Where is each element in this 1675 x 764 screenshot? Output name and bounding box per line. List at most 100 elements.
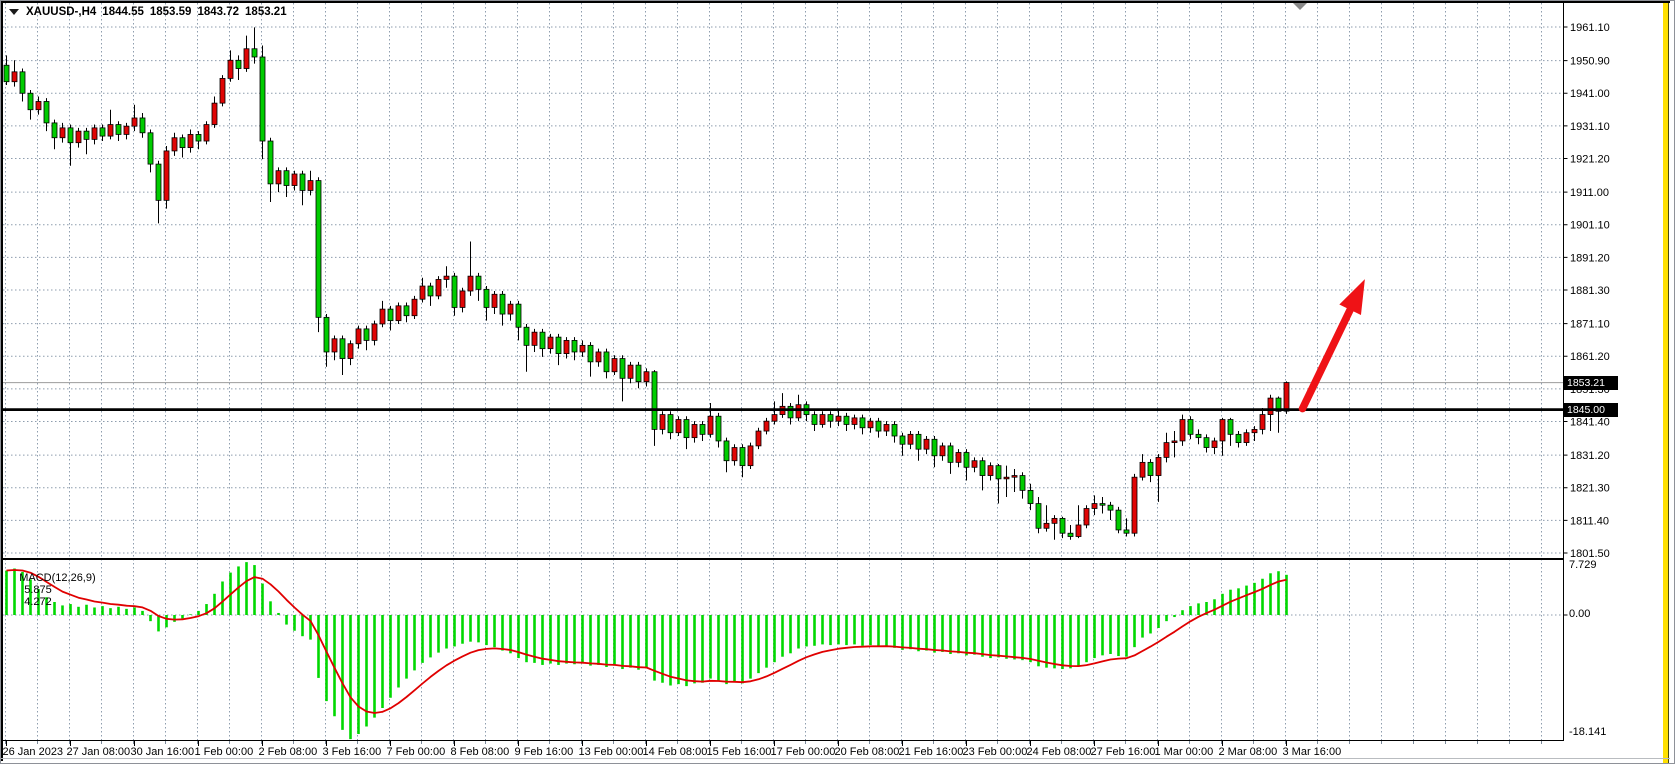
candle-body xyxy=(147,132,154,165)
time-tick-label: 21 Feb 16:00 xyxy=(899,746,964,758)
trend-arrow-annotation[interactable] xyxy=(1298,279,1365,413)
candle-body xyxy=(483,288,490,308)
chart-shift-marker-icon[interactable] xyxy=(1293,3,1307,10)
price-axis[interactable]: 1961.10 1950.90 1941.00 1931.10 1921.20 1911.… xyxy=(1563,22,1610,616)
candle-body xyxy=(139,117,146,134)
candle-body xyxy=(107,124,114,137)
candle-body xyxy=(923,438,930,450)
candle-body xyxy=(1227,419,1234,435)
candles-layer xyxy=(3,27,1290,540)
candle-body xyxy=(659,414,666,430)
candle-body xyxy=(1067,532,1074,537)
candle-body xyxy=(11,71,18,83)
candle-body xyxy=(1075,524,1082,537)
price-tick-label: 1950.90 xyxy=(1570,56,1610,68)
candle-body xyxy=(627,364,634,379)
macd-main-value: 5.875 xyxy=(24,584,52,596)
candle-body xyxy=(1251,429,1258,434)
price-tick-label: 1891.20 xyxy=(1570,252,1610,264)
candle-body xyxy=(35,101,42,111)
candle-body xyxy=(579,344,586,353)
candle-body xyxy=(267,140,274,185)
candle-body xyxy=(539,331,546,350)
candle-body xyxy=(283,170,290,186)
price-tick-label: 1811.40 xyxy=(1570,515,1609,527)
candle-body xyxy=(75,130,82,144)
candle-body xyxy=(531,331,538,346)
candle-body xyxy=(227,59,234,79)
candle-body xyxy=(395,305,402,322)
macd-scale-zero: 0.00 xyxy=(1569,608,1591,620)
time-tick-label: 27 Jan 08:00 xyxy=(67,746,131,758)
candle-body xyxy=(555,336,562,355)
price-tick-label: 1801.50 xyxy=(1570,548,1610,560)
candle-body xyxy=(19,71,26,94)
candle-body xyxy=(459,290,466,308)
candle-body xyxy=(723,440,730,462)
candle-body xyxy=(643,371,650,383)
symbol-dropdown-icon[interactable] xyxy=(9,9,19,15)
time-tick-label: 1 Feb 00:00 xyxy=(195,746,254,758)
candle-body xyxy=(99,127,106,137)
candle-body xyxy=(907,433,914,445)
candle-body xyxy=(1283,382,1290,412)
macd-scale-max: 7.729 xyxy=(1569,559,1597,571)
candle-body xyxy=(387,308,394,322)
time-tick-label: 3 Feb 16:00 xyxy=(323,746,382,758)
time-tick-label: 30 Jan 16:00 xyxy=(131,746,195,758)
macd-signal-line xyxy=(6,569,1287,714)
candle-body xyxy=(1059,517,1066,534)
candle-body xyxy=(1267,397,1274,415)
candle-body xyxy=(67,127,74,144)
candle-body xyxy=(595,351,602,363)
candle-body xyxy=(371,323,378,341)
candle-body xyxy=(635,364,642,383)
time-tick-label: 27 Feb 16:00 xyxy=(1091,746,1156,758)
candle-body xyxy=(1211,440,1218,448)
time-tick-label: 7 Feb 00:00 xyxy=(387,746,446,758)
time-tick-label: 9 Feb 16:00 xyxy=(515,746,574,758)
candle-body xyxy=(995,465,1002,480)
open-value: 1844.55 xyxy=(102,5,144,18)
macd-layer xyxy=(5,562,1288,740)
candle-body xyxy=(155,163,162,201)
candle-body xyxy=(1011,475,1018,478)
candle-body xyxy=(299,173,306,191)
candle-body xyxy=(307,180,314,191)
time-axis[interactable]: 26 Jan 2023 27 Jan 08:00 30 Jan 16:00 1 Feb… xyxy=(3,741,1542,758)
candle-body xyxy=(651,371,658,430)
candle-body xyxy=(667,414,674,434)
candle-body xyxy=(867,420,874,429)
candle-body xyxy=(235,59,242,69)
price-tick-label: 1861.20 xyxy=(1570,351,1610,363)
candle-body xyxy=(699,424,706,435)
current-price-badge: 1853.21 xyxy=(1564,376,1618,390)
price-tick-label: 1961.10 xyxy=(1570,22,1610,34)
chart-title: XAUUSD-,H4 1844.55 1853.59 1843.72 1853.… xyxy=(9,4,287,19)
time-tick-label: 2 Mar 08:00 xyxy=(1219,746,1278,758)
candle-body xyxy=(1035,503,1042,529)
candle-body xyxy=(1003,476,1010,480)
candle-body xyxy=(515,303,522,328)
candle-body xyxy=(43,101,50,124)
candle-body xyxy=(363,328,370,341)
candle-body xyxy=(1219,419,1226,442)
candle-body xyxy=(355,328,362,345)
candle-body xyxy=(891,424,898,437)
candle-body xyxy=(547,336,554,350)
candle-body xyxy=(195,134,202,142)
time-tick-label: 1 Mar 00:00 xyxy=(1155,746,1214,758)
candle-body xyxy=(379,308,386,325)
candle-body xyxy=(1187,419,1194,435)
candle-body xyxy=(523,326,530,346)
candle-body xyxy=(827,414,834,422)
candle-body xyxy=(851,417,858,425)
candle-body xyxy=(1275,397,1282,412)
candle-body xyxy=(323,316,330,353)
candle-body xyxy=(835,415,842,422)
time-tick-label: 13 Feb 00:00 xyxy=(579,746,644,758)
candle-body xyxy=(203,124,210,142)
window-border-left xyxy=(1,1,3,761)
price-tick-label: 1901.10 xyxy=(1570,220,1610,232)
